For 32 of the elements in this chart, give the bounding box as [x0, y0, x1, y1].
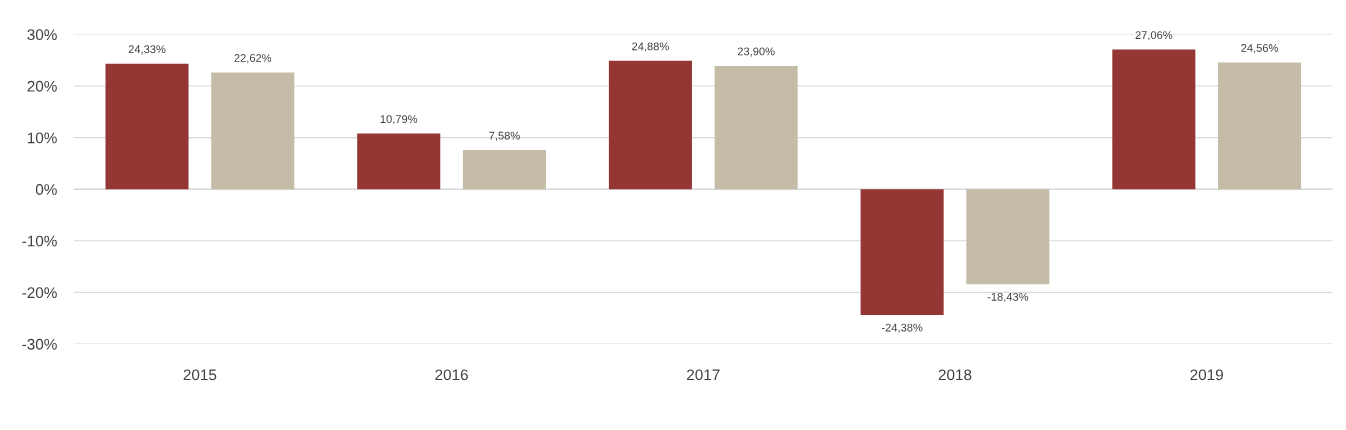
y-tick-label: 30% — [27, 29, 57, 41]
data-label: 22,62% — [234, 54, 272, 64]
x-tick-label: 2015 — [183, 369, 217, 381]
x-tick-label: 2016 — [435, 369, 468, 381]
bar — [211, 72, 295, 190]
data-label: 24,88% — [632, 42, 669, 52]
bar — [1218, 62, 1302, 190]
data-label: 10,79% — [380, 115, 418, 125]
y-tick-label: -20% — [22, 287, 57, 299]
bar — [860, 189, 944, 315]
bar — [714, 65, 798, 190]
bar — [608, 60, 692, 190]
bar — [1112, 49, 1196, 190]
y-tick-label: 10% — [27, 132, 57, 144]
bar — [462, 150, 546, 190]
data-label: -18,43% — [987, 292, 1029, 303]
bar — [105, 63, 189, 190]
data-label: -24,38% — [881, 323, 923, 333]
data-label: 24,56% — [1241, 44, 1278, 54]
data-label: 23,90% — [737, 47, 775, 57]
x-tick-label: 2019 — [1190, 369, 1223, 381]
x-tick-label: 2018 — [938, 369, 972, 381]
bar — [966, 189, 1050, 285]
bar — [357, 133, 441, 190]
x-tick-label: 2017 — [687, 369, 720, 381]
y-tick-label: -10% — [22, 235, 57, 247]
y-tick-label: 0% — [35, 184, 57, 195]
data-label: 24,33% — [128, 45, 166, 55]
y-tick-label: 20% — [27, 80, 57, 92]
y-tick-label: -30% — [22, 338, 57, 350]
data-label: 27,06% — [1135, 31, 1173, 41]
data-label: 7,58% — [489, 131, 520, 141]
